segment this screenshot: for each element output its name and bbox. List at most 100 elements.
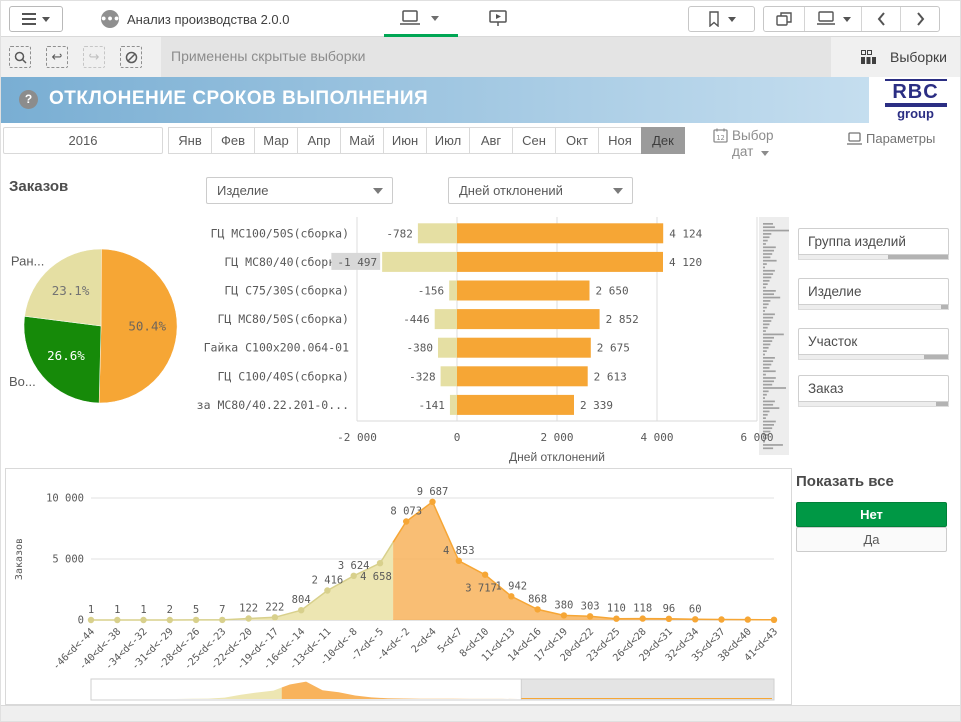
filter-box-label[interactable]: Заказ xyxy=(798,375,949,402)
data-point[interactable] xyxy=(298,607,305,614)
data-point[interactable] xyxy=(744,616,751,623)
data-point[interactable] xyxy=(534,606,541,613)
month-tab-Авг[interactable]: Авг xyxy=(469,127,513,154)
data-point[interactable] xyxy=(586,613,594,620)
redo-button[interactable]: ↪ xyxy=(83,46,105,68)
pie-slice-name: Ран... xyxy=(11,253,44,268)
bar-negative[interactable] xyxy=(440,366,457,387)
filter-box-label[interactable]: Участок xyxy=(798,328,949,355)
data-point[interactable] xyxy=(665,615,673,622)
data-point[interactable] xyxy=(613,615,620,622)
range-slider-unselected[interactable] xyxy=(520,678,775,701)
selections-tools xyxy=(1,37,161,77)
duplicate-sheet-button[interactable] xyxy=(764,7,805,31)
month-tab-Ноя[interactable]: Ноя xyxy=(598,127,642,154)
point-value-label: 2 416 xyxy=(312,575,344,587)
data-point[interactable] xyxy=(219,616,226,624)
data-point[interactable] xyxy=(271,614,279,621)
month-tab-Мар[interactable]: Мар xyxy=(254,127,298,154)
search-selections-button[interactable] xyxy=(9,46,31,68)
month-tab-Апр[interactable]: Апр xyxy=(297,127,341,154)
bar-negative[interactable] xyxy=(382,251,458,272)
show-all-option-Да[interactable]: Да xyxy=(796,527,947,552)
data-point[interactable] xyxy=(455,557,462,564)
data-point[interactable] xyxy=(770,616,778,623)
month-tab-Май[interactable]: Май xyxy=(340,127,384,154)
data-point[interactable] xyxy=(192,616,200,624)
area-early[interactable] xyxy=(91,542,394,620)
bar-negative[interactable] xyxy=(417,223,457,244)
storytelling-button[interactable] xyxy=(488,9,508,33)
dimension-dropdown[interactable]: Изделие xyxy=(206,177,393,204)
bar-positive[interactable] xyxy=(457,223,664,244)
svg-text:12: 12 xyxy=(716,134,724,142)
point-value-label: 3 624 xyxy=(338,560,370,572)
data-point[interactable] xyxy=(403,518,410,525)
bar-chart-scroll-minimap[interactable] xyxy=(759,217,789,455)
data-point[interactable] xyxy=(508,593,515,600)
bookmarks-button[interactable] xyxy=(688,6,755,32)
filter-box-label[interactable]: Группа изделий xyxy=(798,228,949,255)
point-value-label: 2 xyxy=(167,604,173,616)
data-point[interactable] xyxy=(692,616,699,623)
selections-tool-toggle[interactable]: Выборки xyxy=(831,37,960,77)
data-point[interactable] xyxy=(718,616,725,623)
month-tab-Июл[interactable]: Июл xyxy=(426,127,470,154)
bar-positive[interactable] xyxy=(457,251,663,272)
measure-dropdown[interactable]: Дней отклонений xyxy=(448,177,633,204)
area-late[interactable] xyxy=(393,501,774,620)
sheet-list-button[interactable] xyxy=(805,7,862,31)
data-point[interactable] xyxy=(481,571,489,578)
global-menu-button[interactable] xyxy=(9,6,63,32)
data-point[interactable] xyxy=(166,616,173,624)
bar-positive[interactable] xyxy=(457,394,574,415)
filter-scrollbar[interactable] xyxy=(798,255,949,260)
data-point[interactable] xyxy=(350,572,357,579)
year-filter[interactable]: 2016 xyxy=(3,127,163,154)
app-icon[interactable]: ●●● xyxy=(101,10,119,28)
parameters-button[interactable]: Параметры xyxy=(846,131,935,146)
clear-selections-button[interactable] xyxy=(120,46,142,68)
month-tab-Сен[interactable]: Сен xyxy=(512,127,556,154)
data-point[interactable] xyxy=(87,616,95,624)
bar-negative[interactable] xyxy=(449,394,458,415)
scroll-minimap-tick xyxy=(763,269,775,272)
bar-negative[interactable] xyxy=(449,280,457,301)
data-point[interactable] xyxy=(429,498,436,505)
bar-positive[interactable] xyxy=(457,309,600,330)
data-point[interactable] xyxy=(639,615,646,622)
pie-slice[interactable] xyxy=(98,248,178,404)
data-point[interactable] xyxy=(140,616,147,624)
filter-box-label[interactable]: Изделие xyxy=(798,278,949,305)
month-tab-Янв[interactable]: Янв xyxy=(168,127,212,154)
bar-positive[interactable] xyxy=(457,366,588,387)
data-point[interactable] xyxy=(324,587,331,594)
bar-positive[interactable] xyxy=(457,337,591,358)
date-picker-button[interactable]: 12 Выбор дат xyxy=(713,128,783,160)
data-point[interactable] xyxy=(114,616,121,624)
sheet-selector[interactable] xyxy=(399,9,461,27)
scroll-minimap-tick xyxy=(763,279,770,282)
show-all-option-Нет[interactable]: Нет xyxy=(796,502,947,527)
pie-slice[interactable] xyxy=(24,248,102,327)
month-tab-Окт[interactable]: Окт xyxy=(555,127,599,154)
undo-button[interactable]: ↩ xyxy=(46,46,68,68)
data-point[interactable] xyxy=(560,612,568,619)
month-tab-Фев[interactable]: Фев xyxy=(211,127,255,154)
chevron-left-icon xyxy=(877,12,885,26)
scroll-minimap-tick xyxy=(763,437,767,440)
bar-negative[interactable] xyxy=(438,337,457,358)
filter-scrollbar[interactable] xyxy=(798,402,949,407)
help-icon[interactable]: ? xyxy=(19,90,38,109)
filter-scrollbar[interactable] xyxy=(798,355,949,360)
data-point[interactable] xyxy=(245,615,252,622)
data-point[interactable] xyxy=(376,560,384,567)
bar-positive[interactable] xyxy=(457,280,590,301)
prev-sheet-button[interactable] xyxy=(862,7,901,31)
bar-negative[interactable] xyxy=(434,309,457,330)
month-tab-Июн[interactable]: Июн xyxy=(383,127,427,154)
filter-scrollbar[interactable] xyxy=(798,305,949,310)
next-sheet-button[interactable] xyxy=(901,7,939,31)
pie-slice[interactable] xyxy=(23,316,102,404)
month-tab-Дек[interactable]: Дек xyxy=(641,127,685,154)
